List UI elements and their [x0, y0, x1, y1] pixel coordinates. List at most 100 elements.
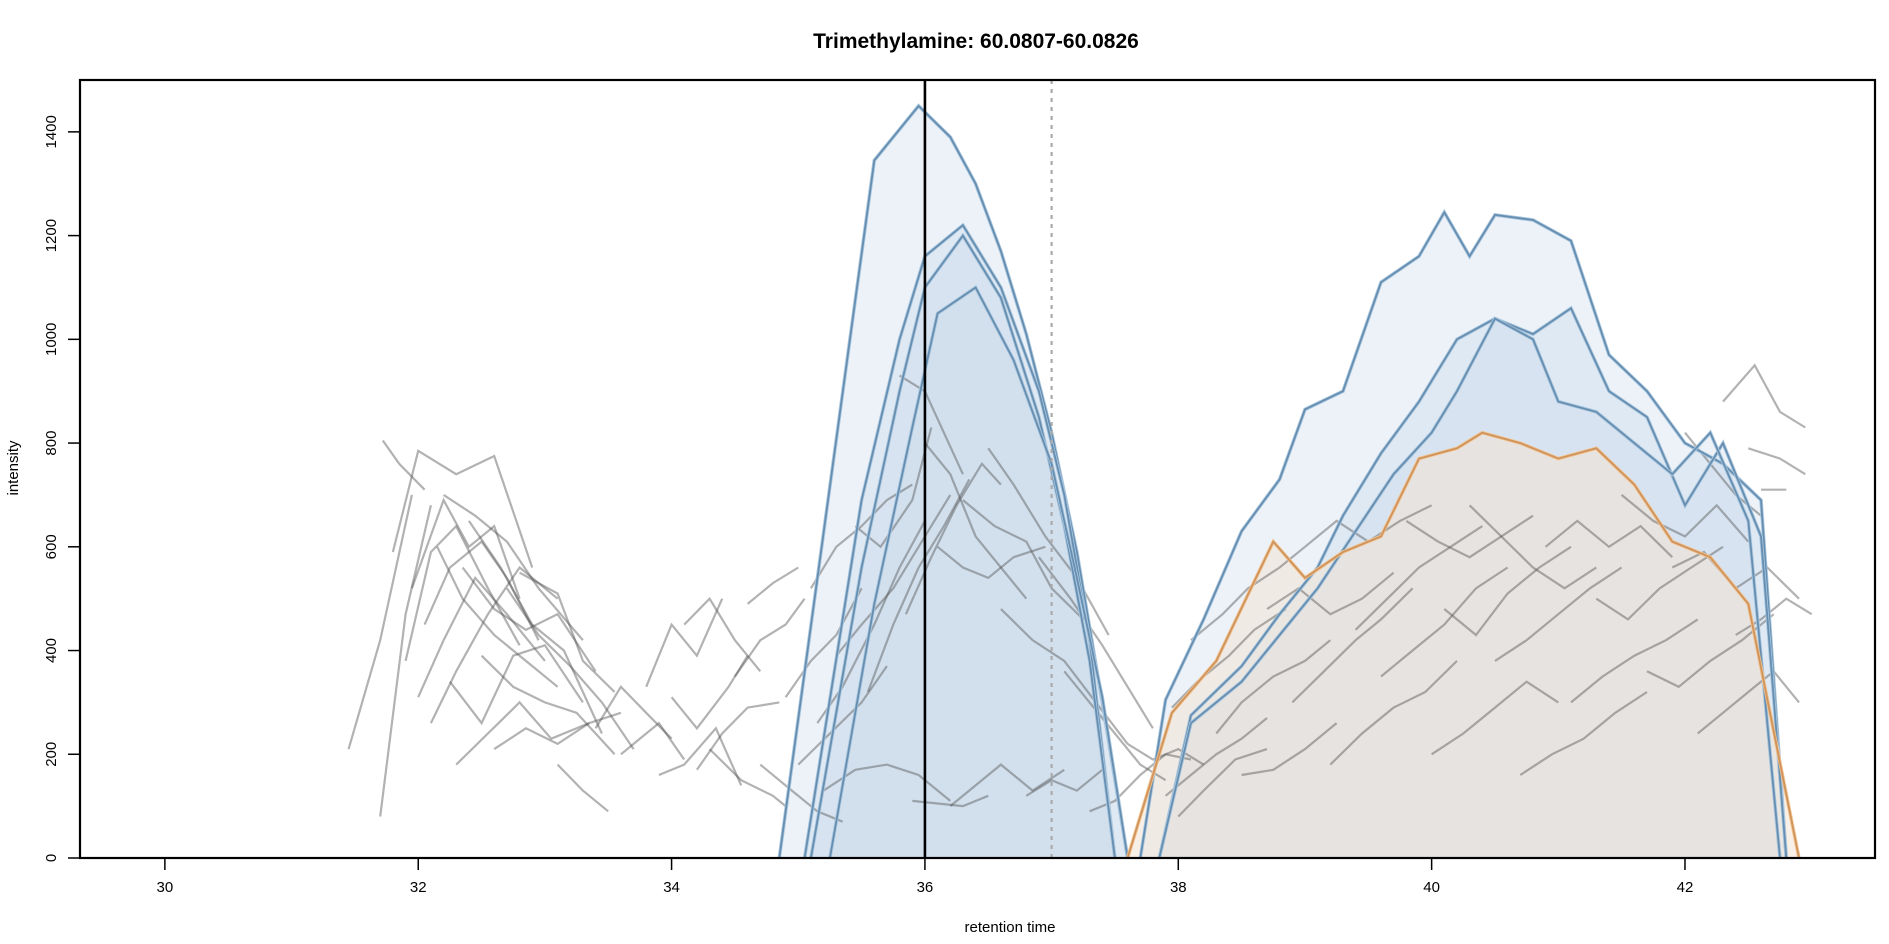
x-tick-label: 34 — [663, 879, 680, 896]
noise-trace-10 — [442, 493, 584, 641]
noise-trace-55 — [1177, 748, 1268, 818]
y-axis-label: intensity — [5, 440, 22, 496]
noise-trace-5 — [410, 497, 521, 600]
noise-trace-52 — [1127, 742, 1205, 766]
noise-trace-49 — [1038, 556, 1154, 729]
peak-line-blue-3 — [829, 286, 1129, 859]
noise-trace-69 — [1494, 566, 1623, 662]
y-tick-label: 200 — [43, 742, 60, 767]
noise-trace-1 — [379, 505, 432, 817]
noise-trace-68 — [1468, 504, 1597, 590]
noise-trace-58 — [1241, 722, 1338, 777]
noise-trace-39 — [899, 374, 964, 475]
chart-title: Trimethylamine: 60.0807-60.0826 — [813, 30, 1139, 53]
noise-trace-22 — [645, 598, 724, 688]
peak-area-blue-2 — [810, 235, 1115, 859]
noise-trace-59 — [1266, 571, 1395, 616]
noise-trace-14 — [467, 520, 603, 734]
peak-area-orange-7 — [1127, 432, 1799, 858]
noise-trace-66 — [1430, 680, 1559, 756]
noise-trace-79 — [1722, 363, 1806, 429]
x-axis-label: retention time — [965, 919, 1056, 936]
noise-trace-80 — [1735, 597, 1813, 636]
y-tick-label: 400 — [43, 638, 60, 663]
noise-trace-18 — [519, 571, 616, 693]
peak-line-blue-1 — [803, 223, 1116, 859]
noise-trace-65 — [1405, 514, 1534, 559]
noise-trace-11 — [449, 643, 584, 726]
noise-trace-2 — [381, 439, 426, 491]
noise-trace-63 — [1354, 525, 1483, 631]
y-tick-label: 600 — [43, 534, 60, 559]
noise-trace-31 — [784, 587, 863, 698]
noise-trace-25 — [683, 596, 762, 672]
noise-trace-27 — [708, 748, 787, 807]
noise-trace-24 — [670, 655, 749, 731]
noise-trace-7 — [423, 539, 540, 641]
x-tick-label: 38 — [1170, 879, 1187, 896]
noise-trace-12 — [455, 700, 590, 766]
noise-trace-67 — [1443, 545, 1572, 637]
plot-area — [347, 80, 1813, 859]
noise-trace-8 — [429, 565, 559, 724]
peak-line-blue-6 — [1158, 317, 1781, 859]
noise-trace-36 — [835, 494, 952, 657]
peak-line-blue-2 — [810, 233, 1116, 859]
noise-trace-38 — [866, 478, 971, 693]
noise-trace-57 — [1215, 639, 1331, 735]
x-tick-label: 42 — [1677, 879, 1694, 896]
noise-trace-28 — [733, 598, 806, 678]
noise-trace-4 — [404, 524, 521, 662]
noise-trace-3 — [391, 449, 534, 568]
noise-trace-50 — [1063, 670, 1167, 782]
peak-line-blue-4 — [1139, 210, 1788, 859]
peak-line-orange-7 — [1126, 431, 1800, 859]
noise-trace-62 — [1329, 660, 1458, 766]
noise-trace-15 — [480, 654, 616, 756]
y-tick-label: 1400 — [43, 115, 60, 148]
noise-trace-0 — [347, 494, 413, 750]
noise-trace-30 — [759, 763, 844, 823]
noise-trace-26 — [695, 701, 780, 771]
peak-area-blue-3 — [829, 287, 1128, 858]
y-tick-label: 800 — [43, 431, 60, 456]
noise-trace-32 — [797, 665, 888, 766]
noise-trace-17 — [505, 587, 635, 750]
x-tick-label: 40 — [1423, 879, 1440, 896]
x-tick-label: 36 — [917, 879, 934, 896]
y-tick-label: 1200 — [43, 219, 60, 252]
noise-trace-9 — [436, 546, 559, 688]
noise-trace-74 — [1620, 494, 1750, 543]
plot-frame — [78, 78, 1877, 860]
noise-trace-73 — [1595, 545, 1724, 621]
noise-trace-33 — [809, 483, 913, 589]
noise-trace-43 — [936, 545, 1046, 580]
noise-trace-46 — [987, 447, 1110, 636]
noise-trace-44 — [949, 763, 1065, 807]
y-tick-label: 0 — [43, 854, 60, 862]
noise-trace-42 — [924, 442, 1028, 600]
noise-trace-6 — [417, 575, 546, 698]
noise-trace-70 — [1519, 691, 1648, 776]
noise-trace-53 — [1164, 717, 1268, 797]
noise-trace-23 — [658, 726, 743, 786]
peak-line-blue-5 — [1158, 306, 1788, 859]
peak-line-blue-0 — [778, 104, 1129, 859]
x-tick-label: 30 — [157, 879, 174, 896]
y-tick-label: 1000 — [43, 323, 60, 356]
noise-trace-45 — [962, 499, 1085, 621]
noise-trace-34 — [816, 520, 926, 724]
noise-trace-20 — [594, 685, 673, 740]
noise-trace-48 — [1025, 768, 1103, 797]
peak-area-blue-1 — [804, 225, 1115, 858]
noise-trace-29 — [746, 566, 799, 605]
noise-trace-60 — [1291, 587, 1414, 704]
x-tick-label: 32 — [410, 879, 427, 896]
noise-trace-21 — [620, 721, 686, 761]
noise-trace-19 — [556, 763, 609, 813]
peak-area-blue-0 — [779, 105, 1128, 858]
noise-trace-82 — [1747, 447, 1806, 476]
noise-trace-40 — [904, 461, 1002, 615]
noise-trace-13 — [461, 566, 597, 672]
